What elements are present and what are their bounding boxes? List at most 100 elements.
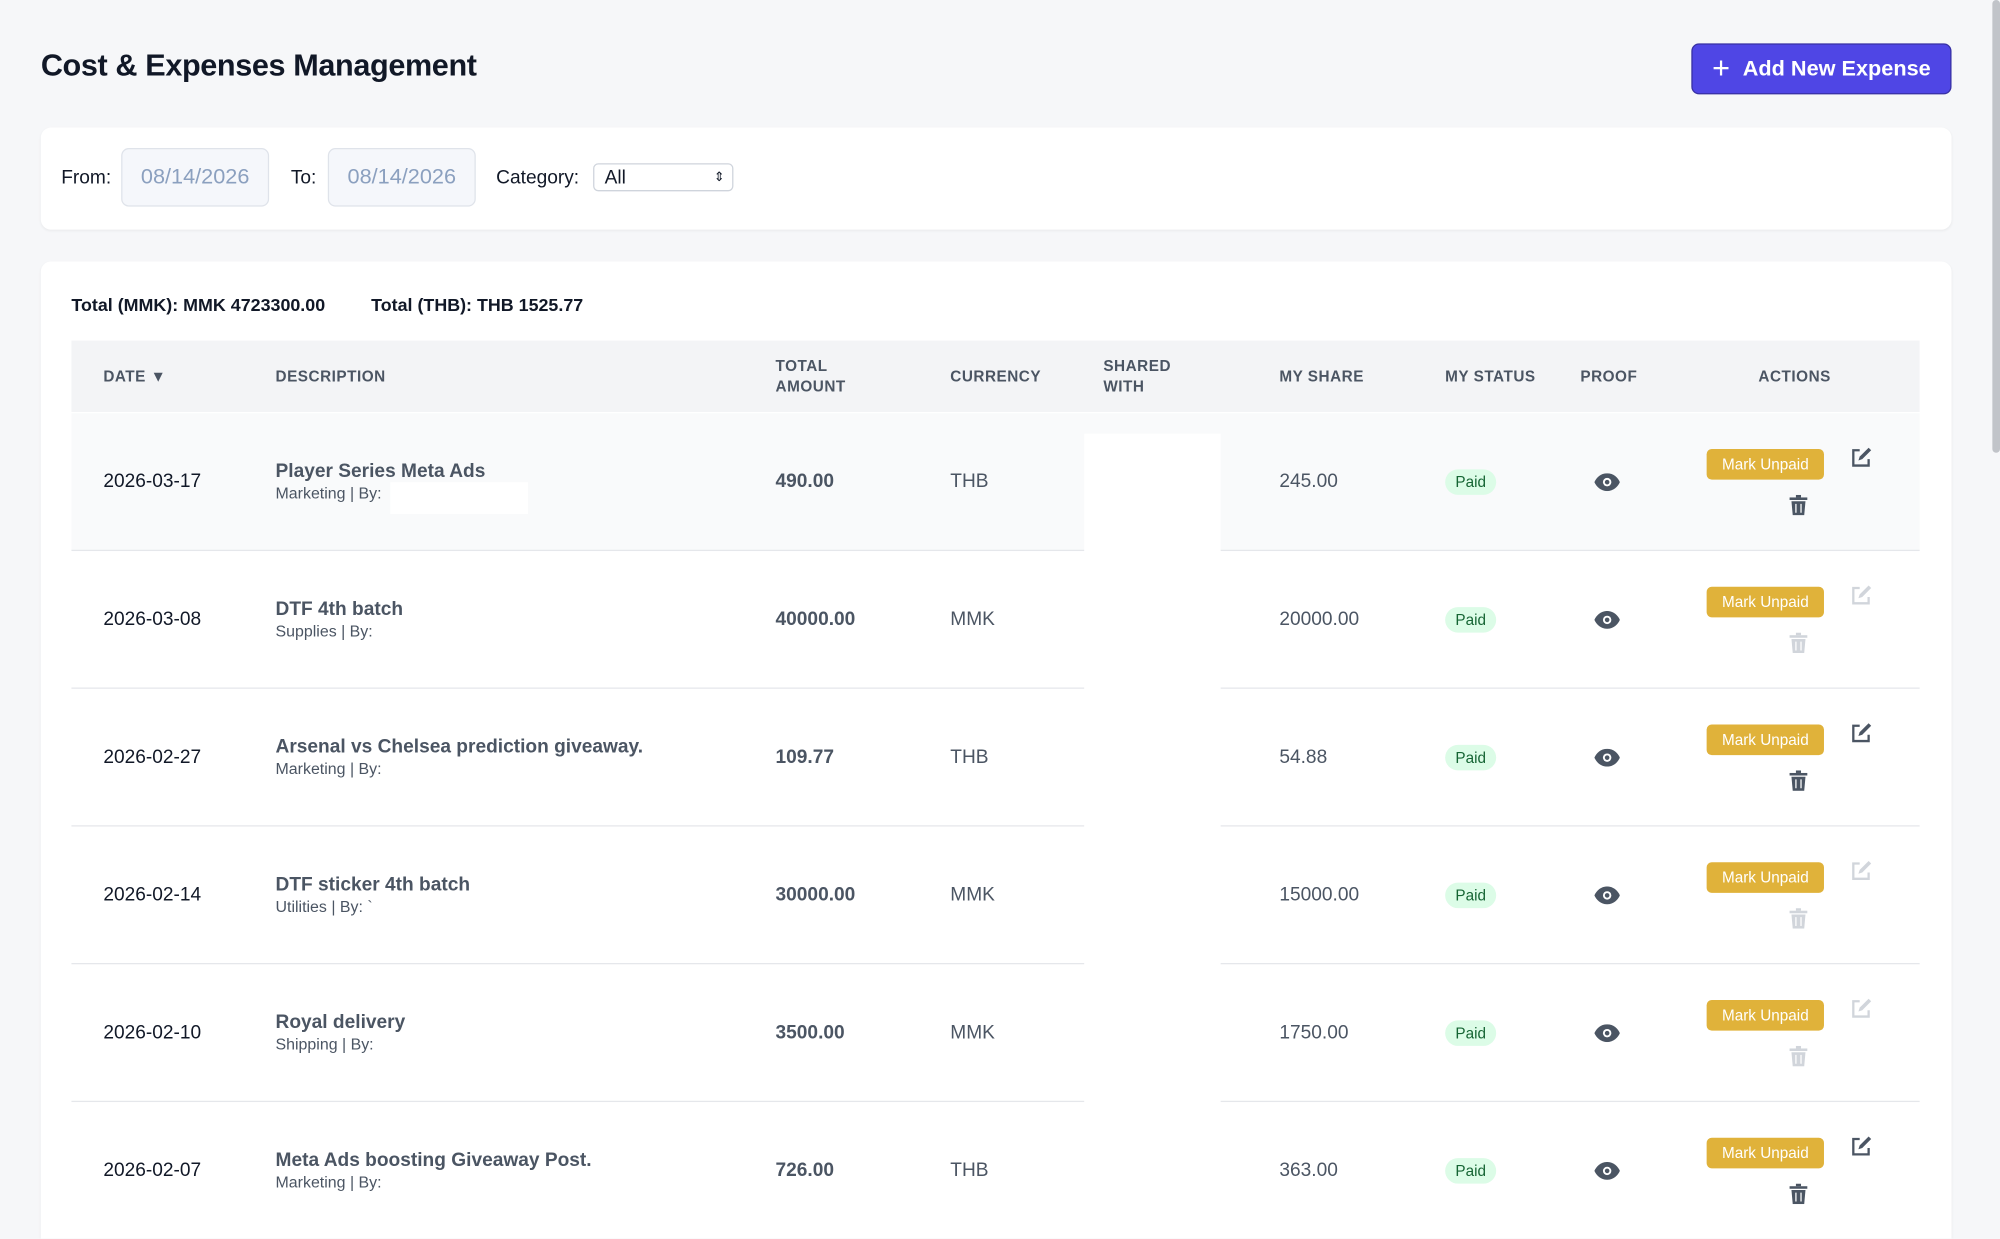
column-header[interactable]: DATE ▼ bbox=[103, 367, 167, 386]
mark-unpaid-button[interactable]: Mark Unpaid bbox=[1706, 448, 1825, 480]
column-header: TOTAL AMOUNT bbox=[775, 357, 846, 396]
status-badge: Paid bbox=[1445, 1157, 1497, 1184]
from-date[interactable]: 08/14/2026 bbox=[121, 147, 270, 207]
total-label: Total (THB): bbox=[371, 294, 473, 316]
total-amount: 40000.00 bbox=[775, 608, 856, 631]
table-row[interactable]: 2026-03-17 Player Series Meta Ads Marketin… bbox=[71, 413, 1920, 552]
status-cell: Paid bbox=[1445, 551, 1497, 687]
description-meta: Marketing | By: bbox=[275, 760, 382, 779]
column-header: DESCRIPTION bbox=[275, 367, 386, 386]
total-mmk: Total (MMK): MMK 4723300.00 bbox=[71, 295, 325, 315]
to-date[interactable]: 08/14/2026 bbox=[327, 147, 476, 207]
edit-button[interactable] bbox=[1849, 446, 1872, 475]
delete-button[interactable] bbox=[1789, 908, 1808, 935]
my-share: 245.00 bbox=[1279, 470, 1338, 493]
proof-view[interactable] bbox=[1594, 1102, 1620, 1238]
add-expense-button[interactable]: + Add New Expense bbox=[1691, 43, 1952, 95]
category-select[interactable]: All ⇕ bbox=[593, 163, 734, 192]
table-row[interactable]: 2026-02-10 Royal delivery Shipping | By: 35… bbox=[71, 964, 1920, 1103]
table-row[interactable]: 2026-02-14 DTF sticker 4th batch Utilities… bbox=[71, 827, 1920, 965]
status-cell: Paid bbox=[1445, 689, 1497, 825]
currency: THB bbox=[950, 1159, 989, 1182]
scrollbar[interactable] bbox=[1992, 0, 2000, 453]
column-header: CURRENCY bbox=[950, 367, 1042, 386]
date-cell: 2026-02-14 bbox=[103, 883, 202, 906]
description: Meta Ads boosting Giveaway Post. bbox=[275, 1149, 592, 1171]
total-label: Total (MMK): bbox=[71, 294, 179, 316]
table-row[interactable]: 2026-02-07 Meta Ads boosting Giveaway Pos… bbox=[71, 1102, 1919, 1238]
status-cell: Paid bbox=[1445, 964, 1497, 1100]
currency: MMK bbox=[950, 608, 995, 631]
my-share: 363.00 bbox=[1279, 1159, 1338, 1182]
edit-button[interactable] bbox=[1849, 722, 1872, 751]
delete-button[interactable] bbox=[1789, 494, 1808, 522]
to-label: To: bbox=[290, 167, 317, 189]
total-value: MMK 4723300.00 bbox=[183, 294, 326, 316]
description-cell: DTF 4th batch Supplies | By: bbox=[276, 551, 404, 687]
description-meta: Marketing | By: bbox=[275, 1173, 382, 1192]
column-header: MY STATUS bbox=[1445, 367, 1536, 386]
total-amount: 490.00 bbox=[775, 470, 835, 493]
status-badge: Paid bbox=[1445, 1019, 1497, 1046]
mark-unpaid-button[interactable]: Mark Unpaid bbox=[1706, 1137, 1825, 1169]
date-cell: 2026-03-17 bbox=[103, 470, 202, 493]
description-cell: Player Series Meta Ads Marketing | By: bbox=[276, 413, 486, 549]
edit-button[interactable] bbox=[1849, 1135, 1872, 1164]
status-cell: Paid bbox=[1445, 827, 1497, 963]
description: DTF sticker 4th batch bbox=[275, 873, 471, 896]
delete-button[interactable] bbox=[1789, 632, 1808, 660]
column-header: MY SHARE bbox=[1279, 367, 1364, 386]
date-cell: 2026-02-07 bbox=[103, 1159, 202, 1182]
mark-unpaid-button[interactable]: Mark Unpaid bbox=[1706, 862, 1825, 893]
column-header: PROOF bbox=[1580, 367, 1638, 386]
total-amount: 3500.00 bbox=[775, 1021, 845, 1044]
my-share: 54.88 bbox=[1279, 746, 1328, 768]
my-share: 20000.00 bbox=[1279, 608, 1360, 631]
description: Royal delivery bbox=[275, 1011, 406, 1034]
proof-view[interactable] bbox=[1594, 413, 1620, 549]
edit-button[interactable] bbox=[1849, 584, 1872, 613]
description: Player Series Meta Ads bbox=[275, 460, 486, 483]
description-meta: Marketing | By: bbox=[275, 484, 382, 503]
column-header: ACTIONS bbox=[1758, 367, 1831, 386]
redaction bbox=[390, 482, 529, 515]
delete-button[interactable] bbox=[1789, 1045, 1808, 1073]
proof-view[interactable] bbox=[1594, 964, 1620, 1100]
button-label: Add New Expense bbox=[1742, 56, 1931, 81]
proof-view[interactable] bbox=[1594, 551, 1620, 687]
description-cell: Meta Ads boosting Giveaway Post. Marketin… bbox=[276, 1102, 592, 1238]
mark-unpaid-button[interactable]: Mark Unpaid bbox=[1706, 724, 1825, 756]
redaction bbox=[1084, 433, 1221, 1239]
description-meta: Supplies | By: bbox=[275, 622, 373, 641]
edit-button[interactable] bbox=[1849, 997, 1872, 1026]
mark-unpaid-button[interactable]: Mark Unpaid bbox=[1706, 999, 1825, 1031]
description-meta: Utilities | By: ` bbox=[275, 897, 373, 916]
category-value: All bbox=[604, 166, 626, 189]
description-cell: DTF sticker 4th batch Utilities | By: ` bbox=[276, 827, 471, 963]
status-cell: Paid bbox=[1445, 413, 1497, 549]
column-header: SHARED WITH bbox=[1103, 357, 1172, 396]
filter-card: From: 08/14/2026 To: 08/14/2026 Category… bbox=[40, 127, 1952, 230]
status-cell: Paid bbox=[1445, 1102, 1497, 1238]
delete-button[interactable] bbox=[1789, 1183, 1808, 1211]
table-row[interactable]: 2026-02-27 Arsenal vs Chelsea prediction … bbox=[71, 689, 1920, 827]
total-thb: Total (THB): THB 1525.77 bbox=[371, 295, 583, 315]
proof-view[interactable] bbox=[1594, 689, 1620, 825]
description-meta: Shipping | By: bbox=[275, 1035, 374, 1054]
status-badge: Paid bbox=[1445, 882, 1497, 908]
currency: MMK bbox=[950, 1021, 995, 1044]
from-label: From: bbox=[61, 167, 112, 189]
table-row[interactable]: 2026-03-08 DTF 4th batch Supplies | By: 400… bbox=[71, 551, 1920, 689]
description-cell: Arsenal vs Chelsea prediction giveaway. M… bbox=[276, 689, 644, 825]
proof-view[interactable] bbox=[1594, 827, 1620, 963]
category-label: Category: bbox=[496, 167, 580, 189]
description: DTF 4th batch bbox=[275, 598, 404, 620]
edit-button[interactable] bbox=[1849, 860, 1872, 889]
status-badge: Paid bbox=[1445, 606, 1497, 633]
total-amount: 726.00 bbox=[775, 1159, 835, 1182]
mark-unpaid-button[interactable]: Mark Unpaid bbox=[1706, 586, 1825, 618]
delete-button[interactable] bbox=[1789, 770, 1808, 797]
total-amount: 109.77 bbox=[775, 746, 835, 768]
status-badge: Paid bbox=[1445, 468, 1497, 495]
